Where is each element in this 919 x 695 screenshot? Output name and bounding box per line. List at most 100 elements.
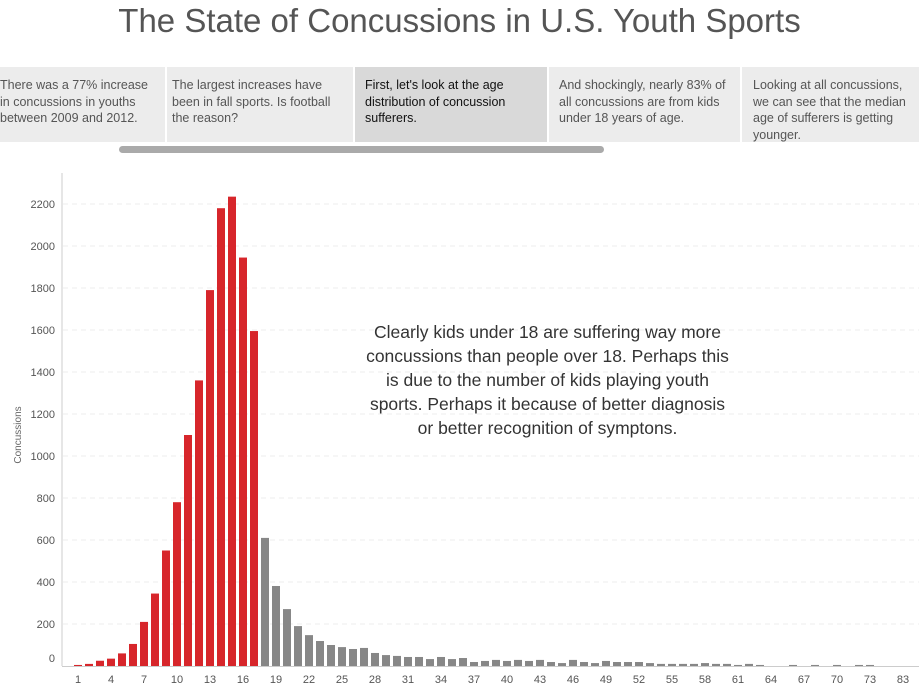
bar-age-73 xyxy=(866,664,874,666)
bar-age-42 xyxy=(525,660,533,666)
chart-annotation: Clearly kids under 18 are suffering way … xyxy=(366,322,729,438)
bar-age-22 xyxy=(305,635,313,666)
bar-age-20 xyxy=(283,609,291,666)
y-tick-label: 200 xyxy=(37,619,55,631)
bar-age-68 xyxy=(811,664,819,666)
bar-age-32 xyxy=(415,656,423,666)
age-distribution-chart: 0 200 400 600 800 1000 1200 1400 1600 1800 2000 220… xyxy=(13,173,919,686)
y-tick-label: 1000 xyxy=(31,451,55,463)
story-point-4[interactable]: And shockingly, nearly 83% of all concus… xyxy=(549,67,740,142)
bar-age-21 xyxy=(294,626,302,666)
bar-age-25 xyxy=(338,647,346,666)
x-tick-label: 70 xyxy=(831,674,843,686)
bar-age-31 xyxy=(404,656,412,666)
bar-age-24 xyxy=(327,645,335,666)
x-tick-label: 73 xyxy=(864,674,876,686)
bar-age-15 xyxy=(228,196,236,666)
bar-age-4 xyxy=(107,658,115,666)
x-tick-label: 19 xyxy=(270,674,282,686)
x-tick-label: 7 xyxy=(141,674,147,686)
bar-age-8 xyxy=(151,593,159,666)
bar-age-3 xyxy=(96,660,104,666)
story-navigator: There was a 77% increase in concussions … xyxy=(0,67,919,142)
y-tick-label: 600 xyxy=(37,535,55,547)
bar-age-59 xyxy=(712,663,720,666)
y-tick-label: 2000 xyxy=(31,241,55,253)
story-scrollbar[interactable] xyxy=(119,146,604,153)
y-tick-label: 2200 xyxy=(31,199,55,211)
bar-age-6 xyxy=(129,643,137,666)
x-tick-label: 34 xyxy=(435,674,447,686)
bar-age-23 xyxy=(316,641,324,666)
x-tick-label: 55 xyxy=(666,674,678,686)
bar-age-50 xyxy=(613,662,621,666)
x-tick-label: 46 xyxy=(567,674,579,686)
x-tick-label: 52 xyxy=(633,674,645,686)
bar-age-39 xyxy=(492,659,500,666)
bar-age-43 xyxy=(536,659,544,666)
bar-age-30 xyxy=(393,655,401,666)
bar-age-26 xyxy=(349,648,357,666)
x-tick-label: 31 xyxy=(402,674,414,686)
bar-age-47 xyxy=(580,662,588,666)
story-point-1[interactable]: There was a 77% increase in concussions … xyxy=(0,67,165,142)
bar-age-44 xyxy=(547,662,555,666)
bar-age-45 xyxy=(558,663,566,666)
bar-age-17 xyxy=(250,331,258,666)
bar-age-72 xyxy=(855,664,863,666)
x-tick-label: 13 xyxy=(204,674,216,686)
x-tick-label: 1 xyxy=(75,674,81,686)
bar-age-16 xyxy=(239,257,247,666)
x-tick-label: 25 xyxy=(336,674,348,686)
bar-age-70 xyxy=(833,664,841,666)
bar-age-27 xyxy=(360,647,368,666)
x-tick-label: 64 xyxy=(765,674,777,686)
bar-age-7 xyxy=(140,621,148,666)
bar-age-36 xyxy=(459,658,467,666)
bar-age-53 xyxy=(646,663,654,666)
bar-age-9 xyxy=(162,550,170,666)
y-tick-label: 1400 xyxy=(31,367,55,379)
bar-age-13 xyxy=(206,290,214,666)
bar-age-49 xyxy=(602,660,610,666)
bar-age-41 xyxy=(514,659,522,666)
x-tick-label: 40 xyxy=(501,674,513,686)
bar-age-62 xyxy=(745,663,753,666)
bar-age-57 xyxy=(690,663,698,666)
bar-age-33 xyxy=(426,659,434,666)
bar-age-14 xyxy=(217,208,225,666)
bar-age-18 xyxy=(261,537,269,666)
bar-age-1 xyxy=(74,664,82,666)
y-tick-label: 400 xyxy=(37,577,55,589)
x-tick-label: 37 xyxy=(468,674,480,686)
bar-age-55 xyxy=(668,663,676,666)
bar-age-66 xyxy=(789,664,797,666)
bar-age-51 xyxy=(624,662,632,666)
bar-age-34 xyxy=(437,656,445,666)
bar-age-19 xyxy=(272,585,280,666)
x-tick-label: 49 xyxy=(600,674,612,686)
x-tick-label: 58 xyxy=(699,674,711,686)
bar-age-12 xyxy=(195,380,203,666)
bar-age-46 xyxy=(569,659,577,666)
bar-age-63 xyxy=(756,664,764,666)
x-tick-label: 83 xyxy=(897,674,909,686)
story-point-3[interactable]: First, let's look at the age distributio… xyxy=(355,67,547,142)
bar-age-60 xyxy=(723,663,731,666)
bar-age-58 xyxy=(701,663,709,666)
x-tick-label: 28 xyxy=(369,674,381,686)
bar-age-61 xyxy=(734,664,742,666)
bar-age-35 xyxy=(448,659,456,666)
y-tick-label: 800 xyxy=(37,493,55,505)
bar-age-11 xyxy=(184,435,192,666)
story-point-2[interactable]: The largest increases have been in fall … xyxy=(167,67,353,142)
bar-age-2 xyxy=(85,663,93,666)
bar-age-52 xyxy=(635,662,643,666)
y-tick-label: 1200 xyxy=(31,409,55,421)
x-tick-label: 16 xyxy=(237,674,249,686)
x-tick-label: 67 xyxy=(798,674,810,686)
bar-age-5 xyxy=(118,653,126,666)
bar-age-40 xyxy=(503,660,511,666)
story-point-5[interactable]: Looking at all concussions, we can see t… xyxy=(742,67,919,142)
y-tick-label: 1600 xyxy=(31,325,55,337)
